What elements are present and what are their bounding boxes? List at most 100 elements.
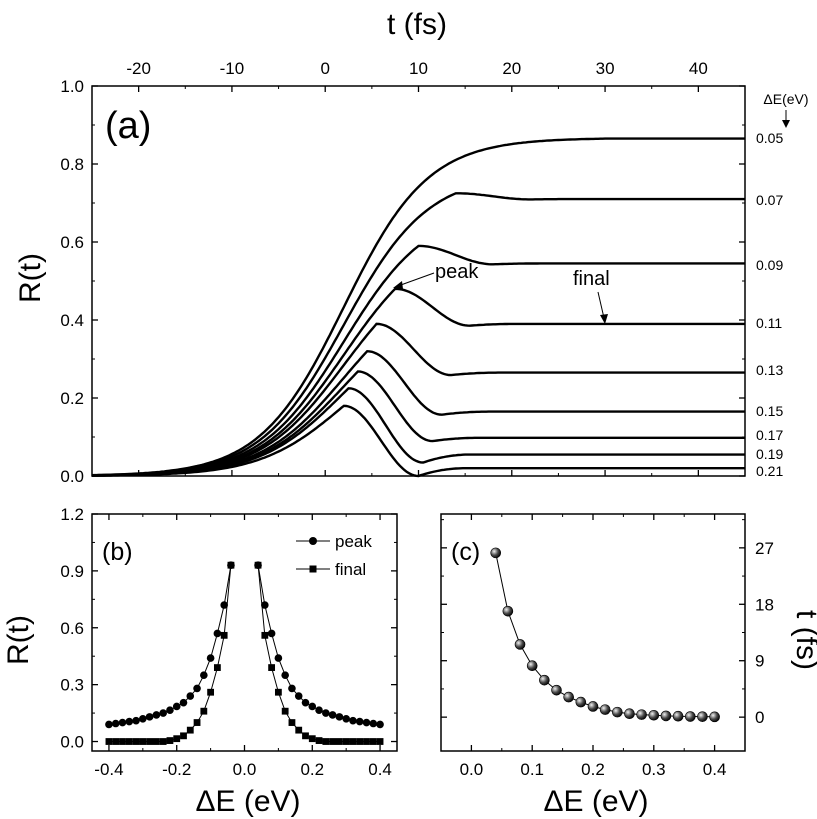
point-final [342, 738, 350, 745]
x-tick-label: 0.4 [368, 760, 392, 779]
point-final [261, 631, 269, 639]
point-peak [132, 716, 140, 725]
point-final [146, 738, 154, 745]
series-line-final [257, 565, 381, 742]
point-peak-time [539, 674, 550, 686]
point-peak-time [526, 660, 538, 672]
x-tick-label: 0.0 [233, 760, 257, 779]
point-final [119, 738, 126, 745]
point-peak [220, 601, 228, 609]
point-peak [267, 629, 276, 638]
y-tick-label: 0.2 [60, 389, 84, 408]
point-final [315, 737, 323, 744]
point-final [288, 719, 296, 726]
point-final [254, 561, 262, 569]
point-peak [335, 713, 344, 721]
x-tick-label: 0.2 [581, 760, 605, 779]
point-peak [328, 711, 337, 719]
point-peak [261, 601, 269, 609]
point-peak [308, 702, 317, 711]
final-arrowhead [600, 314, 608, 324]
panel-b-xlabel: ΔE (eV) [195, 785, 300, 818]
dE-label: 0.11 [756, 315, 782, 331]
dE-label: 0.19 [756, 446, 783, 462]
point-final [207, 688, 215, 696]
panel-a: -20 -10 0 10 20 30 40 0.0 0.2 0.4 0.6 0.8 1.0 0.05 0.0… [60, 59, 790, 486]
point-peak [145, 713, 154, 721]
dE-arrowhead [782, 120, 790, 128]
point-final [173, 735, 181, 743]
point-peak [179, 698, 188, 707]
x-tick-label: 20 [502, 59, 521, 78]
curve-dE-0.05 [91, 137, 745, 477]
point-final [268, 664, 276, 671]
point-peak-time [599, 704, 611, 715]
y-tick-label: 27 [755, 539, 774, 558]
point-peak [166, 706, 174, 715]
point-final [180, 732, 187, 740]
panel-c-label: (c) [451, 538, 480, 566]
point-peak [152, 711, 161, 719]
point-peak-time [514, 639, 526, 650]
y-tick-label: 0.9 [60, 562, 84, 581]
series-line-final [108, 565, 232, 742]
point-peak [376, 720, 384, 729]
point-peak [139, 714, 147, 723]
y-tick-label: 18 [755, 595, 774, 614]
point-peak-time [612, 706, 623, 718]
y-tick-label: 0 [755, 708, 764, 727]
point-final [274, 688, 282, 696]
panel-b-ylabel: R(t) [2, 615, 35, 665]
x-tick-label: 0 [320, 59, 329, 78]
point-peak [125, 717, 134, 726]
point-final [281, 707, 289, 715]
curve-dE-0.21 [91, 404, 745, 478]
point-peak [213, 629, 222, 638]
point-peak [274, 654, 283, 662]
panel-a-frame [91, 85, 746, 477]
point-peak-time [709, 711, 720, 723]
point-final [193, 719, 201, 726]
point-final [329, 738, 337, 745]
curve-dE-0.07 [91, 192, 745, 477]
x-tick-label: 30 [596, 59, 615, 78]
point-peak [288, 684, 296, 693]
point-peak-time [648, 709, 660, 721]
point-final [105, 738, 113, 745]
curve-dE-0.17 [91, 370, 745, 477]
series-line-peak-time [495, 552, 715, 718]
dE-label: 0.15 [756, 403, 783, 419]
x-tick-label: 0.4 [703, 760, 727, 779]
x-tick-label: 0.3 [642, 760, 666, 779]
dE-label: 0.17 [756, 427, 783, 443]
x-tick-label: 0.0 [460, 760, 484, 779]
point-peak [301, 698, 310, 707]
curve-dE-0.11 [92, 287, 745, 477]
legend-peak-label: peak [335, 532, 372, 551]
legend-final-marker [309, 565, 317, 573]
top-axis-title: t (fs) [387, 8, 447, 41]
point-peak [315, 706, 323, 715]
x-tick-label: 0.2 [300, 760, 324, 779]
peak-annotation: peak [435, 261, 479, 283]
legend-final-label: final [335, 560, 366, 579]
point-final [376, 738, 384, 745]
point-final [349, 738, 357, 745]
point-peak-time [551, 684, 562, 696]
point-final [139, 738, 147, 745]
x-tick-label: -0.2 [162, 760, 191, 779]
x-tick-label: -10 [220, 59, 245, 78]
panel-b-label: (b) [102, 538, 133, 566]
point-peak-time [697, 711, 708, 722]
x-tick-label: 10 [409, 59, 428, 78]
x-tick-label: 0.1 [520, 760, 544, 779]
point-final [227, 561, 235, 569]
point-final [369, 738, 377, 745]
y-tick-label: 0.0 [60, 733, 84, 752]
x-tick-label: -20 [126, 59, 151, 78]
y-tick-label: 1.2 [60, 505, 84, 524]
point-final [308, 735, 316, 743]
point-final [112, 738, 120, 745]
point-peak [200, 671, 208, 679]
